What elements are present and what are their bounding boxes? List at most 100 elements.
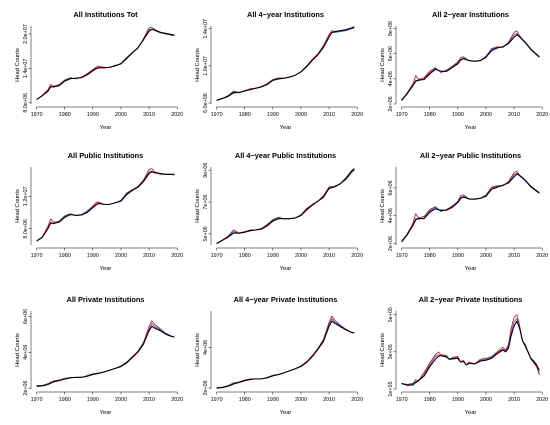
- panel-title: All 4−year Public Institutions: [235, 151, 336, 160]
- y-axis-label: Head Counts: [15, 333, 21, 367]
- x-tick-label: 2020: [351, 112, 363, 118]
- x-tick-label: 1980: [239, 253, 251, 259]
- panel-title: All 2−year Institutions: [432, 10, 509, 19]
- y-axis-label: Head Counts: [380, 48, 386, 82]
- x-axis-label: Year: [280, 266, 292, 272]
- x-tick-label: 2010: [508, 397, 520, 403]
- x-tick-label: 1970: [396, 112, 408, 118]
- panel-2: All 4−year Institutions 1970 1980 1990 2000 2…: [195, 10, 363, 131]
- x-tick-label: 2020: [171, 112, 183, 118]
- y-axis-label: Head Counts: [15, 189, 21, 223]
- y-tick-label: 6e+06: [388, 46, 394, 61]
- x-tick-label: 2020: [536, 112, 548, 118]
- panel-9: All 2−year Private Institutions 1970 1980 1…: [380, 295, 548, 416]
- panel-title: All 4−year Institutions: [247, 10, 324, 19]
- series-line-3: [36, 28, 175, 100]
- x-tick-label: 2000: [115, 112, 127, 118]
- y-axis-label: Head Counts: [380, 189, 386, 223]
- x-tick-label: 1970: [211, 397, 223, 403]
- series-line-3: [216, 320, 355, 389]
- y-tick-label: 1e+05: [388, 381, 394, 396]
- x-tick-label: 1970: [31, 112, 43, 118]
- x-tick-label: 1990: [267, 397, 279, 403]
- x-axis-label: Year: [465, 266, 477, 272]
- x-tick-label: 2020: [351, 253, 363, 259]
- y-tick-label: 6.0e+06: [203, 93, 209, 113]
- x-axis-label: Year: [100, 125, 112, 131]
- panel-title: All Public Institutions: [68, 151, 144, 160]
- x-axis-label: Year: [465, 410, 477, 416]
- series-line-1: [216, 315, 355, 388]
- x-tick-label: 1990: [452, 397, 464, 403]
- y-axis-label: Head Counts: [195, 333, 201, 367]
- y-tick-label: 1.2e+07: [23, 186, 29, 206]
- y-tick-label: 2e+06: [388, 96, 394, 111]
- y-tick-label: 7e+06: [203, 194, 209, 209]
- y-axis-label: Head Counts: [195, 189, 201, 223]
- y-tick-label: 4e+06: [23, 345, 29, 360]
- x-axis-label: Year: [465, 125, 477, 131]
- x-tick-label: 2010: [143, 112, 155, 118]
- series-line-3: [36, 325, 175, 387]
- panel-4: All Public Institutions 1970 1980 1990 2000 2…: [15, 151, 183, 272]
- series-line-1: [401, 30, 540, 101]
- x-tick-label: 2020: [351, 397, 363, 403]
- y-axis-label: Head Counts: [195, 48, 201, 82]
- x-axis-label: Year: [100, 266, 112, 272]
- x-tick-label: 1980: [424, 112, 436, 118]
- x-axis-label: Year: [280, 410, 292, 416]
- y-tick-label: 1.4e+07: [203, 19, 209, 39]
- panel-title: All 2−year Private Institutions: [419, 295, 523, 304]
- series-line-1: [36, 26, 175, 100]
- x-axis-label: Year: [280, 125, 292, 131]
- y-tick-label: 6e+06: [23, 309, 29, 324]
- series-line-3: [216, 168, 355, 244]
- x-tick-label: 1990: [87, 112, 99, 118]
- x-tick-label: 1980: [239, 397, 251, 403]
- x-tick-label: 2010: [143, 253, 155, 259]
- series-line-3: [36, 171, 175, 242]
- series-line-2: [216, 318, 355, 389]
- panel-5: All 4−year Public Institutions 1970 1980 19…: [195, 151, 363, 272]
- y-tick-label: 4e+06: [388, 208, 394, 223]
- y-tick-label: 2e+06: [203, 380, 209, 395]
- y-axis-label: Head Counts: [15, 48, 21, 82]
- x-axis-label: Year: [100, 410, 112, 416]
- x-tick-label: 1970: [396, 253, 408, 259]
- series-line-1: [216, 27, 355, 101]
- x-tick-label: 1970: [396, 397, 408, 403]
- y-tick-label: 5e+05: [388, 307, 394, 322]
- x-tick-label: 1980: [59, 397, 71, 403]
- x-tick-label: 1970: [31, 253, 43, 259]
- x-tick-label: 2000: [295, 253, 307, 259]
- y-axis-label: Head Counts: [380, 333, 386, 367]
- y-tick-label: 8.0e+06: [23, 219, 29, 239]
- y-tick-label: 2e+06: [388, 236, 394, 251]
- x-tick-label: 2010: [323, 112, 335, 118]
- x-tick-label: 2000: [480, 397, 492, 403]
- x-tick-label: 1990: [267, 253, 279, 259]
- y-tick-label: 5e+06: [203, 226, 209, 241]
- x-tick-label: 2000: [480, 112, 492, 118]
- x-tick-label: 2000: [295, 112, 307, 118]
- x-tick-label: 2010: [508, 253, 520, 259]
- panel-8: All 4−year Private Institutions 1970 1980 1…: [195, 295, 363, 416]
- x-tick-label: 1990: [87, 397, 99, 403]
- panel-title: All 4−year Private Institutions: [234, 295, 338, 304]
- panel-7: All Private Institutions 1970 1980 1990 2000…: [15, 295, 183, 416]
- x-tick-label: 1980: [239, 112, 251, 118]
- series-line-2: [401, 172, 540, 243]
- series-line-2: [401, 33, 540, 102]
- x-tick-label: 2010: [323, 253, 335, 259]
- y-tick-label: 4e+06: [203, 340, 209, 355]
- y-tick-label: 1.4e+07: [23, 59, 29, 79]
- x-tick-label: 1970: [31, 397, 43, 403]
- x-tick-label: 2000: [115, 397, 127, 403]
- series-line-2: [36, 170, 175, 242]
- series-line-2: [216, 27, 355, 102]
- panel-6: All 2−year Public Institutions 1970 1980 19…: [380, 151, 548, 272]
- x-tick-label: 2010: [323, 397, 335, 403]
- x-tick-label: 2000: [295, 397, 307, 403]
- panel-title: All 2−year Public Institutions: [420, 151, 521, 160]
